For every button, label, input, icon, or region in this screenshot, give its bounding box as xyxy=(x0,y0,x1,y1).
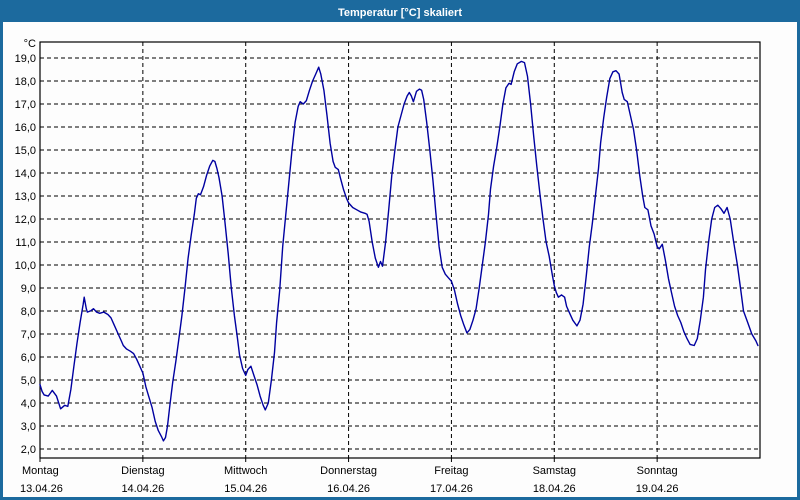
y-axis-tick-label: 19,0 xyxy=(15,53,36,65)
x-axis-date-label: 16.04.26 xyxy=(327,483,370,495)
x-axis-date-label: 15.04.26 xyxy=(224,483,267,495)
y-axis-tick-label: 15,0 xyxy=(15,145,36,157)
y-axis-tick-label: 14,0 xyxy=(15,168,36,180)
y-axis-tick-label: 3,0 xyxy=(21,421,36,433)
y-axis-tick-label: 2,0 xyxy=(21,444,36,456)
y-axis-tick-label: 4,0 xyxy=(21,398,36,410)
x-axis-day-label: Dienstag xyxy=(121,465,164,477)
y-axis-tick-label: 11,0 xyxy=(15,237,36,249)
plot-border xyxy=(39,41,761,459)
y-axis-tick-label: 6,0 xyxy=(21,352,36,364)
window-title: Temperatur [°C] skaliert xyxy=(337,6,462,19)
temperature-series-line xyxy=(39,60,759,442)
x-axis-day-label: Mittwoch xyxy=(224,465,267,477)
x-axis-date-label: 19.04.26 xyxy=(636,483,679,495)
x-axis-day-label: Montag xyxy=(22,465,59,477)
y-axis-unit-label: °C xyxy=(24,38,36,50)
x-axis-date-label: 17.04.26 xyxy=(430,483,473,495)
y-axis-tick-label: 12,0 xyxy=(15,214,36,226)
x-axis-date-label: 13.04.26 xyxy=(20,483,63,495)
y-axis-tick-label: 18,0 xyxy=(15,76,36,88)
x-axis-day-label: Donnerstag xyxy=(320,465,377,477)
y-axis-tick-label: 7,0 xyxy=(21,329,36,341)
chart-content-area: 19,0 18,0 17,0 16,0 15,0 14,0 13,0 12,0 11,0 10,0… xyxy=(3,22,797,497)
x-axis-date-label: 18.04.26 xyxy=(533,483,576,495)
x-axis-day-label: Freitag xyxy=(434,465,468,477)
y-axis-tick-label: 17,0 xyxy=(15,99,36,111)
window-titlebar: Temperatur [°C] skaliert xyxy=(3,3,797,22)
y-axis-tick-label: 10,0 xyxy=(15,260,36,272)
y-axis-tick-label: 13,0 xyxy=(15,191,36,203)
y-axis-tick-label: 16,0 xyxy=(15,122,36,134)
x-axis-day-label: Samstag xyxy=(533,465,576,477)
y-axis-tick-label: 9,0 xyxy=(21,283,36,295)
y-axis-tick-label: 5,0 xyxy=(21,375,36,387)
x-axis-date-label: 14.04.26 xyxy=(121,483,164,495)
temperature-line-chart: 19,0 18,0 17,0 16,0 15,0 14,0 13,0 12,0 11,0 10,0… xyxy=(15,38,761,495)
y-axis-tick-label: 8,0 xyxy=(21,306,36,318)
x-axis-day-label: Sonntag xyxy=(637,465,678,477)
